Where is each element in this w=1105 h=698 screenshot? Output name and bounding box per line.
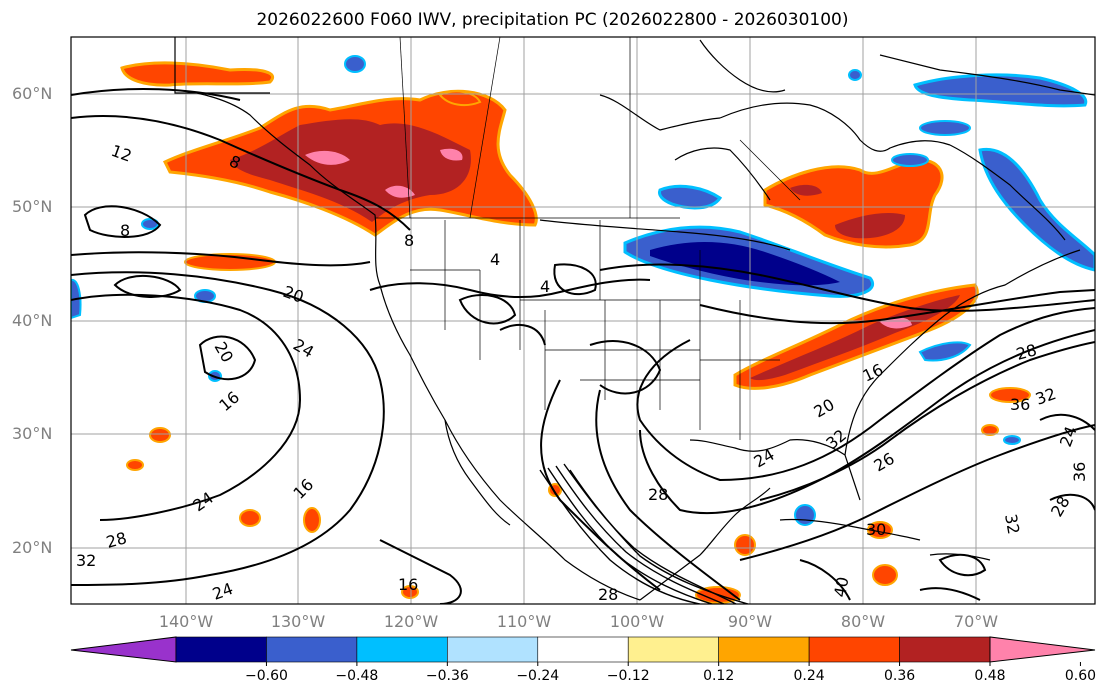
colorbar-tick-label: −0.24 — [516, 668, 560, 684]
colorbar-tick-label: −0.36 — [425, 668, 469, 684]
precip-positive-nw-strip — [120, 61, 274, 87]
precip-positive-ak — [438, 90, 482, 107]
colorbar-tick-label: 0.60 — [1064, 668, 1097, 684]
map-frame — [70, 36, 1096, 605]
colorbar-segment — [175, 636, 267, 663]
colorbar-tick-label: −0.12 — [606, 668, 650, 684]
colorbar-ticks — [265, 662, 1081, 666]
contour-label: 28 — [104, 528, 129, 552]
contour-label: 28 — [598, 585, 618, 604]
precip-positive-quebec-core — [790, 184, 905, 239]
colorbar-segment — [356, 636, 448, 663]
precip-negative-maritimes — [978, 147, 1095, 272]
contour-label: 36 — [1010, 395, 1030, 414]
colorbar-segment — [266, 636, 358, 663]
lat-label-60n: 60°N — [12, 84, 53, 103]
colorbar-max-extension — [989, 636, 1096, 663]
lon-label-140w: 140°W — [158, 612, 214, 631]
lon-label-100w: 100°W — [609, 612, 665, 631]
colorbar-tick-label: −0.60 — [244, 668, 288, 684]
contour-label: 16 — [398, 575, 418, 594]
contour-label: 8 — [404, 231, 414, 250]
political-borders — [375, 37, 801, 440]
colorbar-min-extension — [70, 636, 177, 663]
precip-negative-labrador — [913, 73, 1088, 108]
precip-shading — [71, 55, 1095, 604]
lon-label-110w: 110°W — [496, 612, 552, 631]
map-grid — [71, 37, 1095, 604]
lat-label-50n: 50°N — [12, 197, 53, 216]
precip-positive-east-peak — [880, 317, 912, 329]
lat-label-30n: 30°N — [12, 424, 53, 443]
lon-label-90w: 90°W — [727, 612, 773, 631]
contour-label: 40 — [830, 575, 852, 598]
precip-negative-great-lakes-core — [650, 241, 840, 286]
colorbar-segment — [808, 636, 900, 663]
precip-positive-bc-peak — [305, 148, 463, 198]
colorbar-tick-label: 0.48 — [974, 668, 1006, 684]
colorbar-segment — [447, 636, 539, 663]
colorbar — [70, 636, 1096, 666]
lon-label-80w: 80°W — [840, 612, 886, 631]
contour-label: 4 — [490, 250, 500, 269]
lon-label-70w: 70°W — [953, 612, 999, 631]
colorbar-segment — [718, 636, 810, 663]
contour-label: 28 — [1014, 340, 1039, 364]
contour-label: 8 — [120, 221, 130, 240]
contour-label: 4 — [540, 277, 550, 296]
precip-negative-atlantic — [918, 341, 972, 362]
colorbar-tick-label: −0.48 — [335, 668, 379, 684]
colorbar-tick-label: 0.36 — [883, 668, 916, 684]
colorbar-segment — [899, 636, 991, 663]
lon-label-120w: 120°W — [383, 612, 439, 631]
iwv-dense-contours — [539, 463, 749, 604]
colorbar-segment — [537, 636, 629, 663]
map-plot-area — [71, 37, 1095, 604]
contour-label: 36 — [1070, 462, 1089, 482]
colorbar-segments — [175, 636, 991, 663]
contour-label: 32 — [76, 551, 96, 570]
colorbar-tick-label: 0.24 — [793, 668, 825, 684]
colorbar-segment — [627, 636, 719, 663]
coastlines — [174, 37, 1095, 601]
lat-label-40n: 40°N — [12, 311, 53, 330]
colorbar-tick-label: 0.12 — [703, 668, 735, 684]
lon-label-130w: 130°W — [270, 612, 326, 631]
lat-label-20n: 20°N — [12, 538, 53, 557]
contour-label: 30 — [866, 520, 886, 539]
map-title: 2026022600 F060 IWV, precipitation PC (2… — [256, 10, 849, 30]
contour-label: 32 — [1001, 512, 1023, 535]
contour-label: 28 — [648, 485, 668, 504]
